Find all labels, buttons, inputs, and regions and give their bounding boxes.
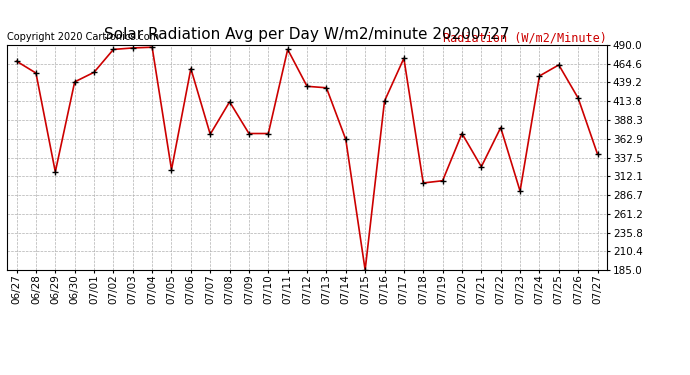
Title: Solar Radiation Avg per Day W/m2/minute 20200727: Solar Radiation Avg per Day W/m2/minute … (104, 27, 510, 42)
Text: Copyright 2020 Cartronics.com: Copyright 2020 Cartronics.com (7, 32, 159, 42)
Text: Radiation (W/m2/Minute): Radiation (W/m2/Minute) (444, 32, 607, 45)
